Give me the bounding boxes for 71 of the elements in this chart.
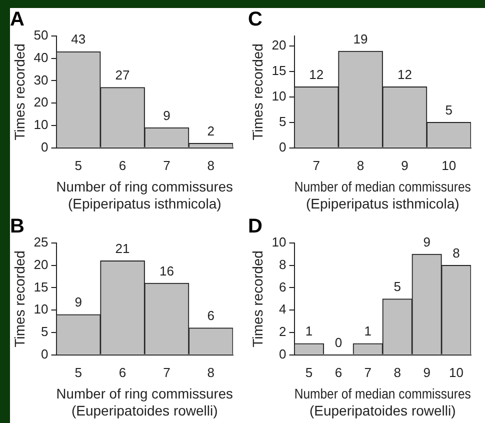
x-tick-label: 8 [356,158,364,174]
y-axis-title: Times recorded [249,44,266,140]
data-label: 1 [305,324,313,339]
y-tick-label: 6 [279,279,286,294]
y-tick-label: 10 [34,117,48,132]
x-axis-title: Number of median commissures (Epiperipatus isthmicola) [294,178,472,212]
y-tick-label: 40 [34,50,48,65]
data-label: 0 [334,334,342,350]
data-label: 12 [309,66,324,82]
x-tick-label: 5 [74,365,82,380]
y-tick-label: 20 [34,94,48,110]
y-tick-label: 20 [272,38,286,53]
data-label: 9 [163,108,170,123]
x-tick-label: 9 [423,365,430,380]
data-label: 6 [207,308,215,324]
data-label: 12 [397,66,412,82]
data-label: 19 [353,31,368,46]
x-tick-label: 10 [449,365,464,380]
data-label: 5 [445,102,453,118]
y-tick-label: 30 [34,72,48,88]
y-axis-title: Times recorded [249,250,266,348]
x-tick-label: 7 [312,158,320,174]
y-tick-label: 10 [34,302,48,317]
y-tick-label: 8 [279,256,286,272]
x-axis-title: Number of median commissures (Euperipatoides rowelli) [294,386,472,418]
x-tick-label: 7 [364,365,372,380]
y-tick-label: 50 [34,28,48,43]
y-tick-label: 4 [279,302,286,317]
y-tick-label: 20 [34,256,48,272]
y-axis-title: Times recorded [11,250,28,348]
x-tick-label: 6 [334,365,342,380]
x-tick-label: 9 [401,158,408,174]
y-tick-label: 0 [279,346,286,362]
data-label: 8 [452,245,460,260]
data-label: 16 [159,263,174,278]
x-axis-title: Number of ring commissures (Euperipatoides rowelli) [56,386,233,418]
x-axis-title: Number of ring commissures (Epiperipatus isthmicola) [56,178,233,212]
data-label: 9 [74,294,82,310]
y-tick-label: 5 [279,114,286,129]
data-label: 21 [115,240,130,256]
y-tick-label: 10 [272,234,286,250]
y-tick-label: 0 [41,346,48,362]
y-axis-title: Times recorded [11,44,28,140]
y-tick-label: 0 [279,139,286,154]
x-tick-label: 5 [305,365,313,380]
y-tick-label: 25 [34,234,48,250]
y-tick-label: 5 [41,324,48,340]
x-tick-label: 10 [442,158,456,174]
y-tick-label: 15 [272,63,286,78]
data-label: 9 [423,234,430,250]
x-tick-label: 7 [163,158,170,174]
data-label: 43 [71,32,86,47]
chart-title: B [10,216,24,238]
x-tick-label: 6 [118,158,126,174]
y-tick-label: 0 [41,139,48,154]
chart-title: C [248,8,262,31]
x-tick-label: 5 [74,158,82,174]
y-tick-label: 15 [34,279,48,294]
y-tick-label: 10 [272,88,286,104]
data-label: 1 [364,324,372,339]
x-tick-label: 7 [163,365,170,380]
chart-title: D [248,216,262,238]
y-tick-label: 2 [279,324,286,340]
data-label: 27 [115,68,130,83]
x-tick-label: 8 [394,365,401,380]
x-tick-label: 8 [207,365,215,380]
data-label: 2 [207,123,215,138]
data-label: 5 [394,278,401,294]
chart-title: A [10,8,24,31]
x-tick-label: 8 [207,158,215,174]
x-tick-label: 6 [118,365,126,380]
